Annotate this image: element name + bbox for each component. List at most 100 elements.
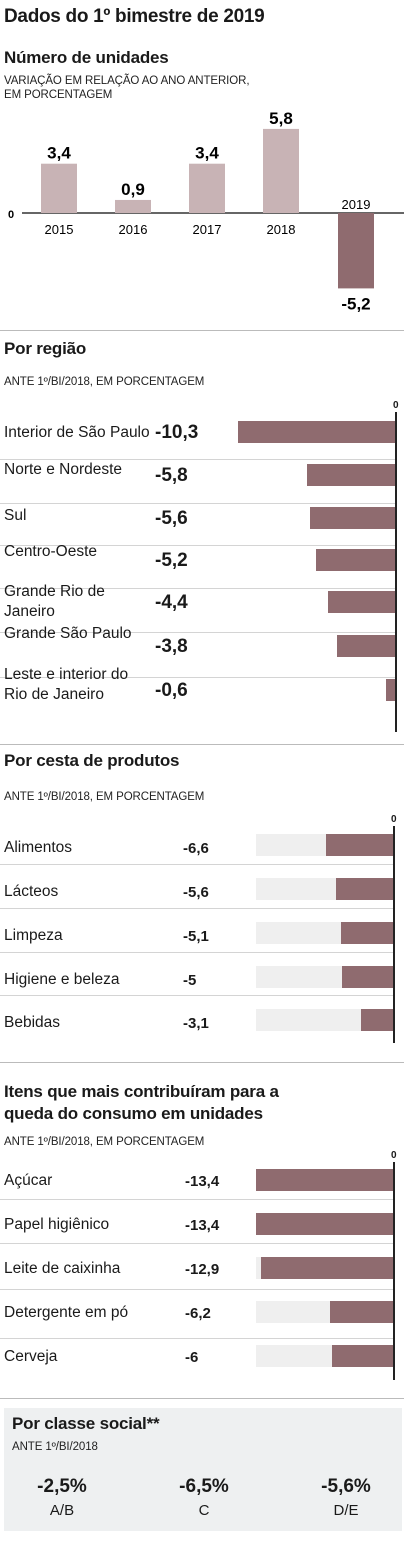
divider [0,1062,404,1063]
bar [361,1009,393,1031]
category-label: 2017 [193,222,222,237]
class-c-label: C [198,1502,210,1519]
row-label: Leste e interior do Rio de Janeiro [4,666,129,703]
units-subtitle-line2: EM PORCENTAGEM [4,89,113,101]
bar [327,591,395,613]
bar [309,507,395,529]
row-value: -10,3 [155,422,199,443]
divider [0,1398,404,1399]
bar [306,464,395,486]
row-label: Higiene e beleza [4,971,120,988]
class-de-label: D/E [333,1502,359,1519]
row-label: Limpeza [4,927,63,944]
row-label: Interior de São Paulo [4,424,150,441]
bar-value-label: 0,9 [121,180,145,199]
row-label: Grande São Paulo [4,625,132,642]
social-subtitle: ANTE 1º/BI/2018 [12,1441,98,1453]
bar-value-label: 3,4 [47,144,71,163]
items-zero-axis [393,1162,395,1380]
bar [335,878,393,900]
category-label: 2018 [267,222,296,237]
row-value: -3,8 [155,636,188,657]
row-label: Sul [4,507,27,524]
bar [315,549,395,571]
basket-zero-axis [393,826,395,1043]
divider [0,744,404,745]
row-separator [0,677,395,678]
region-zero-axis [395,412,397,732]
bar [256,1169,393,1191]
bar [331,1345,393,1367]
class-ab-value: -2,5% [37,1476,87,1497]
row-value: -5,6 [183,884,209,901]
row-value: -5,6 [155,508,188,529]
row-label: Centro-Oeste [4,543,98,560]
units-zero-label: 0 [8,209,14,221]
row-value: -13,4 [185,1217,220,1234]
row-separator [0,503,395,504]
row-separator [0,908,393,909]
page-title: Dados do 1º bimestre de 2019 [4,6,265,27]
row-value: -5,8 [155,465,188,486]
social-class-panel: Por classe social** ANTE 1º/BI/2018 -2,5… [4,1408,402,1531]
row-value: -3,1 [183,1015,209,1032]
divider [0,330,404,331]
row-value: -12,9 [185,1261,220,1278]
region-heading: Por região [4,339,87,358]
items-heading-line2: queda do consumo em unidades [4,1104,263,1123]
row-label: Açúcar [4,1172,53,1189]
bar-2018 [263,128,299,213]
row-value: -4,4 [155,592,188,613]
bar [238,421,395,443]
region-zero-label: 0 [393,400,399,411]
bar [385,679,395,701]
bar [325,834,393,856]
row-label: Lácteos [4,883,59,900]
bar [341,966,393,988]
bar-2017 [189,163,225,213]
row-value: -5,1 [183,928,209,945]
row-separator [0,632,395,633]
row-value: -13,4 [185,1173,220,1190]
class-de-value: -5,6% [321,1476,371,1497]
category-label: 2019 [342,197,371,212]
row-label: Alimentos [4,839,73,856]
bar-value-label: -5,2 [341,294,370,313]
items-zero-label: 0 [391,1150,397,1161]
row-label: Papel higiênico [4,1216,110,1233]
row-separator [0,1199,393,1200]
row-separator [0,952,393,953]
row-value: -6,2 [185,1305,211,1322]
row-label: Cerveja [4,1348,58,1365]
class-ab-label: A/B [49,1502,75,1519]
basket-subtitle: ANTE 1º/BI/2018, EM PORCENTAGEM [4,791,205,803]
row-value: -5,2 [155,550,188,571]
row-separator [0,459,395,460]
units-chart: 0 3,4 2015 0,9 2016 3,4 2017 5,8 2018 -5,2 2019 [8,109,404,313]
units-subtitle-line1: VARIAÇÃO EM RELAÇÃO AO ANO ANTERIOR, [4,75,250,87]
row-value: -5 [183,972,197,989]
row-value: -6,6 [183,840,209,857]
category-label: 2015 [45,222,74,237]
bar [329,1301,393,1323]
row-separator [0,1338,393,1339]
row-separator [0,995,393,996]
bar [256,1213,393,1235]
row-separator [0,864,393,865]
row-label: Norte e Nordeste [4,461,123,478]
basket-heading: Por cesta de produtos [4,751,180,770]
row-label: Detergente em pó [4,1304,129,1321]
items-subtitle: ANTE 1º/BI/2018, EM PORCENTAGEM [4,1136,205,1148]
region-subtitle: ANTE 1º/BI/2018, EM PORCENTAGEM [4,376,205,388]
items-heading-line1: Itens que mais contribuíram para a [4,1082,279,1101]
category-label: 2016 [119,222,148,237]
row-value: -0,6 [155,680,188,701]
bar-value-label: 5,8 [269,109,293,128]
basket-zero-label: 0 [391,814,397,825]
row-separator [0,1289,393,1290]
bar-2015 [41,163,77,213]
class-c-value: -6,5% [179,1476,229,1497]
units-heading: Número de unidades [4,48,169,67]
row-label: Grande Rio de Janeiro [4,583,105,620]
bar [337,635,395,657]
